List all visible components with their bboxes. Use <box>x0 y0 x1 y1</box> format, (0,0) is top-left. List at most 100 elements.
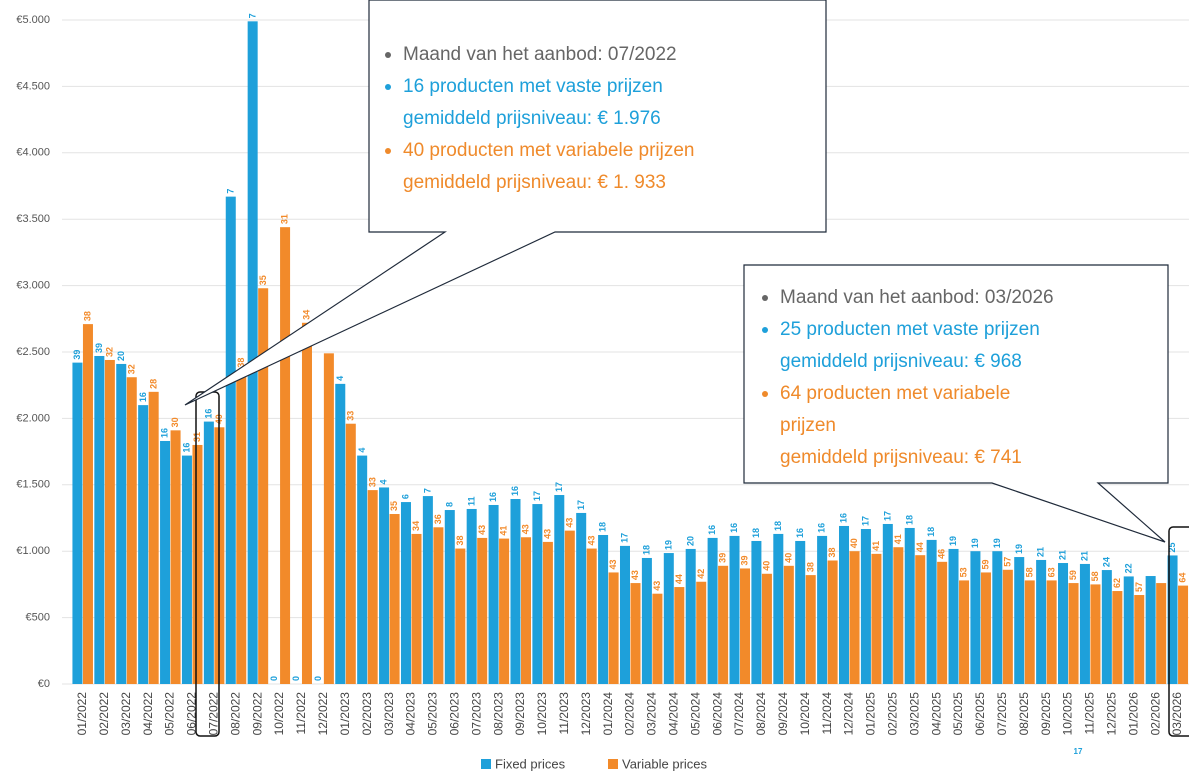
bar <box>652 593 663 684</box>
data-label: 38 <box>827 547 837 557</box>
callouts: Maand van het aanbod: 07/2022 16 producte… <box>385 44 1054 468</box>
data-label: 59 <box>981 559 991 569</box>
x-tick-label: 10/2022 <box>272 692 286 736</box>
bar <box>839 525 850 684</box>
bar <box>94 355 105 684</box>
x-tick-label: 08/2025 <box>1017 692 1031 736</box>
callout-text: 40 producten met variabele prijzen <box>403 140 695 161</box>
bar <box>827 560 838 684</box>
x-tick-label: 03/2022 <box>119 692 133 736</box>
bar <box>181 455 192 684</box>
y-tick-label: €3.000 <box>16 280 50 292</box>
x-tick-label: 07/2023 <box>469 692 483 736</box>
data-label: 39 <box>94 343 104 353</box>
bar <box>959 580 970 684</box>
bar <box>1090 584 1101 684</box>
bar <box>707 537 718 684</box>
data-label: 19 <box>970 538 980 548</box>
bar <box>893 547 904 684</box>
data-label: 31 <box>192 432 202 442</box>
y-tick-label: €1.000 <box>16 545 50 557</box>
data-label: 39 <box>718 553 728 563</box>
bar <box>696 581 707 684</box>
bar <box>520 537 532 684</box>
data-label: 36 <box>433 514 443 524</box>
data-label: 64 <box>1178 573 1188 583</box>
x-tick-label: 11/2022 <box>294 692 308 735</box>
callout-text: Maand van het aanbod: 03/2026 <box>780 287 1054 308</box>
bar <box>379 487 390 684</box>
x-tick-label: 12/2024 <box>842 692 856 736</box>
callout-text: gemiddeld prijsniveau: € 741 <box>780 447 1022 468</box>
x-tick-label: 10/2025 <box>1061 692 1075 736</box>
data-label: 58 <box>1090 571 1100 581</box>
bar <box>937 561 948 684</box>
bar <box>160 440 171 684</box>
callout-text: 64 producten met variabele <box>780 383 1010 404</box>
data-label: 16 <box>138 392 148 402</box>
bar <box>685 548 696 684</box>
data-label: 40 <box>783 553 793 563</box>
bar <box>554 495 565 684</box>
data-label: 38 <box>236 358 246 368</box>
bar <box>871 553 882 684</box>
data-label: 0 <box>291 676 301 681</box>
data-label: 21 <box>1036 547 1046 557</box>
bar <box>126 377 137 684</box>
bar <box>630 583 641 684</box>
data-label: 43 <box>652 581 662 591</box>
x-tick-label: 05/2025 <box>951 692 965 736</box>
bar <box>1156 583 1167 684</box>
y-tick-label: €500 <box>26 612 50 624</box>
bar <box>1002 569 1013 684</box>
bar <box>1058 563 1069 684</box>
data-label: 25 <box>1167 542 1177 552</box>
x-tick-label: 03/2024 <box>645 692 659 736</box>
data-label: 53 <box>959 567 969 577</box>
bar <box>542 541 553 684</box>
data-label: 7 <box>423 488 433 493</box>
bar <box>948 548 959 684</box>
bar <box>138 405 149 684</box>
data-label: 32 <box>104 347 114 357</box>
x-tick-label: 05/2024 <box>688 692 702 736</box>
x-tick-label: 10/2024 <box>798 692 812 736</box>
data-label: 16 <box>839 513 849 523</box>
bar <box>532 504 543 684</box>
bar <box>1145 576 1156 684</box>
data-label: 18 <box>904 515 914 525</box>
x-tick-label: 09/2025 <box>1039 692 1053 736</box>
x-tick-label: 10/2023 <box>535 692 549 736</box>
x-tick-label: 11/2025 <box>1083 692 1097 735</box>
bar <box>1134 595 1145 684</box>
data-label: 11 <box>466 496 476 506</box>
bar <box>926 539 937 684</box>
x-tick-label: 02/2026 <box>1148 692 1162 736</box>
data-label: 38 <box>83 311 93 321</box>
bar <box>915 555 926 684</box>
bar <box>674 587 685 684</box>
x-tick-label: 12/2025 <box>1105 692 1119 736</box>
bar <box>740 568 751 684</box>
bar <box>619 545 630 684</box>
x-tick-label: 07/2025 <box>995 692 1009 736</box>
data-label: 16 <box>707 525 717 535</box>
data-label: 16 <box>510 486 520 496</box>
bar <box>598 534 609 684</box>
bar <box>236 370 247 684</box>
x-tick-label: 04/2022 <box>141 692 155 736</box>
data-label: 8 <box>444 502 454 507</box>
data-label: 4 <box>379 479 389 484</box>
legend-swatch <box>481 759 491 769</box>
y-tick-label: €2.500 <box>16 346 50 358</box>
x-tick-label: 09/2022 <box>250 692 264 736</box>
y-tick-label: €4.500 <box>16 80 50 92</box>
data-label: 46 <box>937 549 947 559</box>
bar <box>357 455 368 684</box>
x-tick-label: 01/2026 <box>1126 692 1140 736</box>
data-label: 18 <box>773 521 783 531</box>
data-label: 43 <box>477 525 487 535</box>
bar <box>729 535 740 684</box>
data-label: 7 <box>225 189 235 194</box>
